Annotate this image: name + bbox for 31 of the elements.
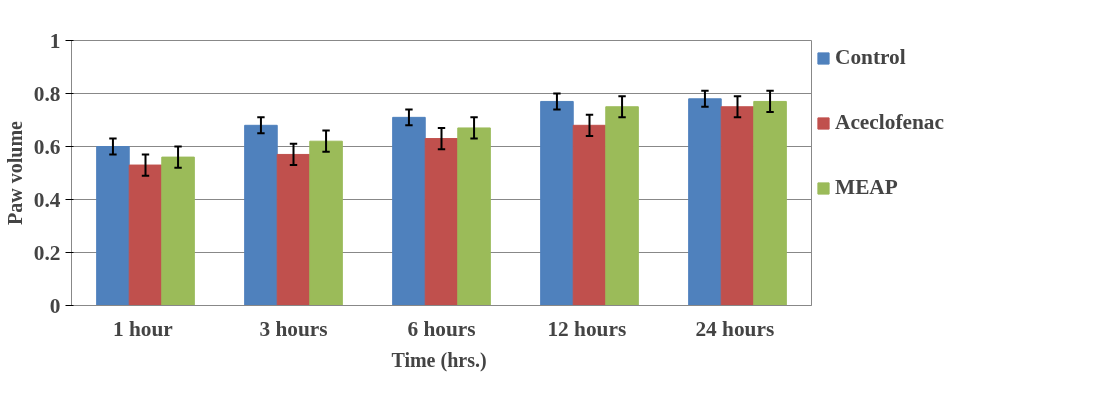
bar — [244, 124, 278, 306]
legend-label: Control — [835, 45, 906, 70]
bar — [309, 140, 343, 306]
bar — [540, 100, 574, 306]
bar — [720, 106, 755, 306]
bar — [276, 153, 311, 306]
y-tick-label: 0 — [49, 293, 61, 318]
bar — [161, 156, 195, 306]
legend-label: Aceclofenac — [835, 110, 944, 135]
y-tick-label: 0.8 — [33, 81, 61, 106]
y-tick-label: 0.4 — [33, 187, 61, 212]
y-tick-label: 1 — [49, 28, 61, 53]
bar — [392, 116, 426, 306]
x-tick-label: 6 hours — [407, 316, 476, 341]
y-tick-label: 0.2 — [33, 240, 61, 265]
bar — [688, 98, 722, 306]
y-tick-label: 0.6 — [33, 134, 61, 159]
bar — [605, 106, 639, 306]
x-axis-title: Time (hrs.) — [391, 348, 487, 372]
bar — [753, 100, 787, 306]
legend-label: MEAP — [835, 175, 898, 200]
x-tick-label: 24 hours — [695, 316, 775, 341]
bar — [128, 164, 163, 306]
x-tick-label: 3 hours — [259, 316, 328, 341]
x-tick-label: 1 hour — [112, 316, 174, 341]
bar — [96, 146, 130, 306]
bar — [457, 127, 491, 306]
x-tick-label: 12 hours — [547, 316, 627, 341]
bar — [424, 138, 459, 306]
y-axis-title: Paw volume — [3, 120, 26, 225]
bar — [572, 124, 607, 306]
